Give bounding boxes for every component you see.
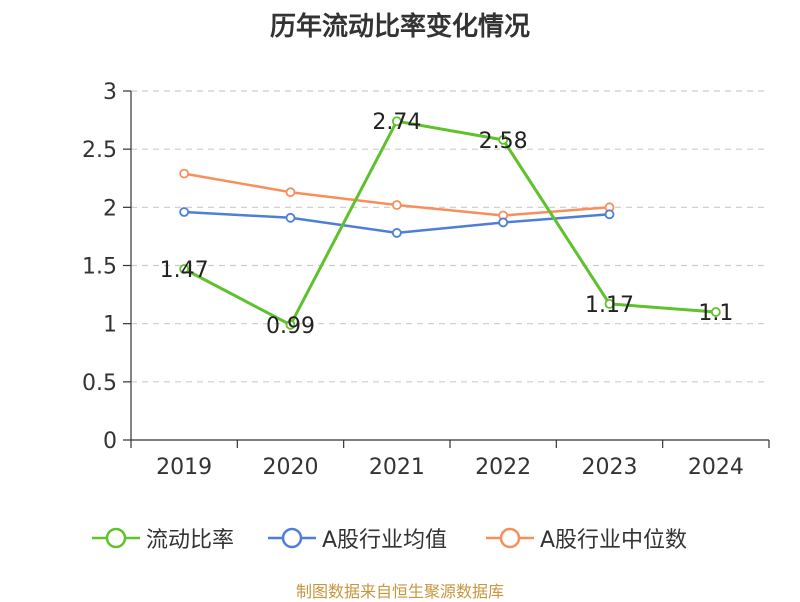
data-point bbox=[498, 134, 509, 145]
y-tick-label: 2 bbox=[103, 196, 117, 221]
data-point bbox=[498, 217, 509, 228]
line-chart: 0 0.5 1 1.5 2 2.5 3 2019 2020 2021 2022 2023 2024 1.… bbox=[82, 80, 770, 480]
data-point bbox=[285, 319, 296, 330]
y-tick-label: 2.5 bbox=[82, 138, 117, 163]
data-point bbox=[391, 116, 402, 127]
series-line-0 bbox=[183, 119, 716, 327]
x-tick-label: 2022 bbox=[475, 455, 531, 480]
data-point bbox=[179, 264, 190, 274]
y-tick-label: 1.5 bbox=[82, 255, 117, 280]
legend-label: 流动比率 bbox=[146, 528, 235, 553]
legend-line-marker-icon bbox=[92, 527, 140, 549]
y-tick-label: 0.5 bbox=[82, 371, 117, 396]
data-point bbox=[285, 212, 296, 223]
axes: 0 0.5 1 1.5 2 2.5 3 2019 2020 2021 2022 2023 2024 bbox=[82, 80, 770, 480]
y-tick-label: 1 bbox=[103, 313, 117, 338]
x-tick-label: 2024 bbox=[688, 455, 744, 480]
data-point bbox=[179, 168, 190, 179]
data-label: 0.99 bbox=[266, 314, 315, 339]
data-point bbox=[604, 209, 615, 220]
data-labels: 1.47 0.99 2.74 2.58 1.17 1.1 bbox=[160, 110, 734, 339]
legend-label: A股行业中位数 bbox=[540, 528, 688, 553]
legend-line-marker-icon bbox=[268, 527, 316, 549]
series-lines bbox=[179, 116, 721, 330]
legend-item-industry-median[interactable]: A股行业中位数 bbox=[486, 520, 687, 556]
data-label: 1.47 bbox=[160, 258, 209, 283]
chart-title: 历年流动比率变化情况 bbox=[269, 12, 530, 42]
x-tick-label: 2019 bbox=[156, 455, 212, 480]
x-tick-label: 2023 bbox=[582, 455, 638, 480]
grid-lines bbox=[131, 90, 769, 383]
data-point bbox=[285, 187, 296, 198]
legend-item-current-ratio[interactable]: 流动比率 bbox=[92, 520, 234, 556]
x-tick-label: 2021 bbox=[369, 455, 425, 480]
x-tick-label: 2020 bbox=[263, 455, 319, 480]
data-point bbox=[179, 207, 190, 217]
legend: 流动比率 A股行业均值 A股行业中位数 bbox=[0, 520, 800, 556]
data-label: 2.58 bbox=[479, 129, 528, 154]
data-point bbox=[604, 298, 615, 309]
data-label: 1.17 bbox=[585, 293, 634, 318]
source-note: 制图数据来自恒生聚源数据库 bbox=[295, 582, 504, 601]
data-label: 2.74 bbox=[372, 110, 421, 135]
legend-label: A股行业均值 bbox=[322, 528, 448, 553]
y-tick-label: 0 bbox=[103, 429, 117, 454]
data-point bbox=[710, 307, 721, 317]
legend-item-industry-mean[interactable]: A股行业均值 bbox=[268, 520, 447, 556]
data-label: 1.1 bbox=[698, 301, 733, 326]
legend-line-marker-icon bbox=[486, 527, 534, 549]
data-point bbox=[391, 200, 402, 210]
y-tick-label: 3 bbox=[103, 80, 117, 105]
data-point bbox=[391, 228, 402, 238]
